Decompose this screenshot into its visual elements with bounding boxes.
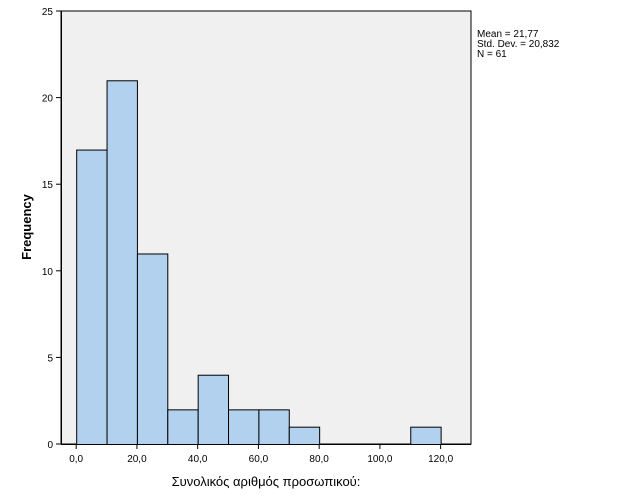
y-tick-label: 5 xyxy=(47,353,53,364)
bars-group xyxy=(76,80,442,445)
histogram-bar-3 xyxy=(167,409,199,445)
histogram-bar-8 xyxy=(410,426,442,445)
x-tick-label: 120,0 xyxy=(428,454,453,465)
y-tick-label: 25 xyxy=(42,7,54,18)
x-axis-title: Συνολικός αριθμός προσωπικού: xyxy=(172,474,361,489)
x-ticks-group: 0,0 20,0 40,0 60,0 80,0 100,0 120,0 xyxy=(69,444,454,465)
histogram-bar-7 xyxy=(288,426,321,445)
histogram-bar-0 xyxy=(76,149,108,445)
y-axis-title: Frequency xyxy=(19,193,34,260)
histogram-bar-5 xyxy=(228,409,260,445)
y-tick-label: 10 xyxy=(42,267,54,278)
y-tick-label: 20 xyxy=(42,94,54,105)
stat-mean: Mean = 21,77 xyxy=(477,29,539,40)
x-tick-label: 80,0 xyxy=(309,454,329,465)
x-tick-label: 40,0 xyxy=(188,454,208,465)
histogram-bar-2 xyxy=(136,253,169,445)
stat-std-dev: Std. Dev. = 20,832 xyxy=(477,39,560,50)
x-tick-label: 0,0 xyxy=(69,454,83,465)
y-tick-label: 15 xyxy=(42,180,54,191)
histogram-bar-4 xyxy=(197,374,230,445)
y-tick-label: 0 xyxy=(47,440,53,451)
histogram-bar-6 xyxy=(258,409,290,445)
y-ticks-group: 0 5 10 15 20 25 xyxy=(42,7,61,451)
histogram-bar-1 xyxy=(106,80,138,445)
x-tick-label: 20,0 xyxy=(127,454,147,465)
x-tick-label: 60,0 xyxy=(249,454,269,465)
x-tick-label: 100,0 xyxy=(367,454,392,465)
stat-n: N = 61 xyxy=(477,49,507,60)
